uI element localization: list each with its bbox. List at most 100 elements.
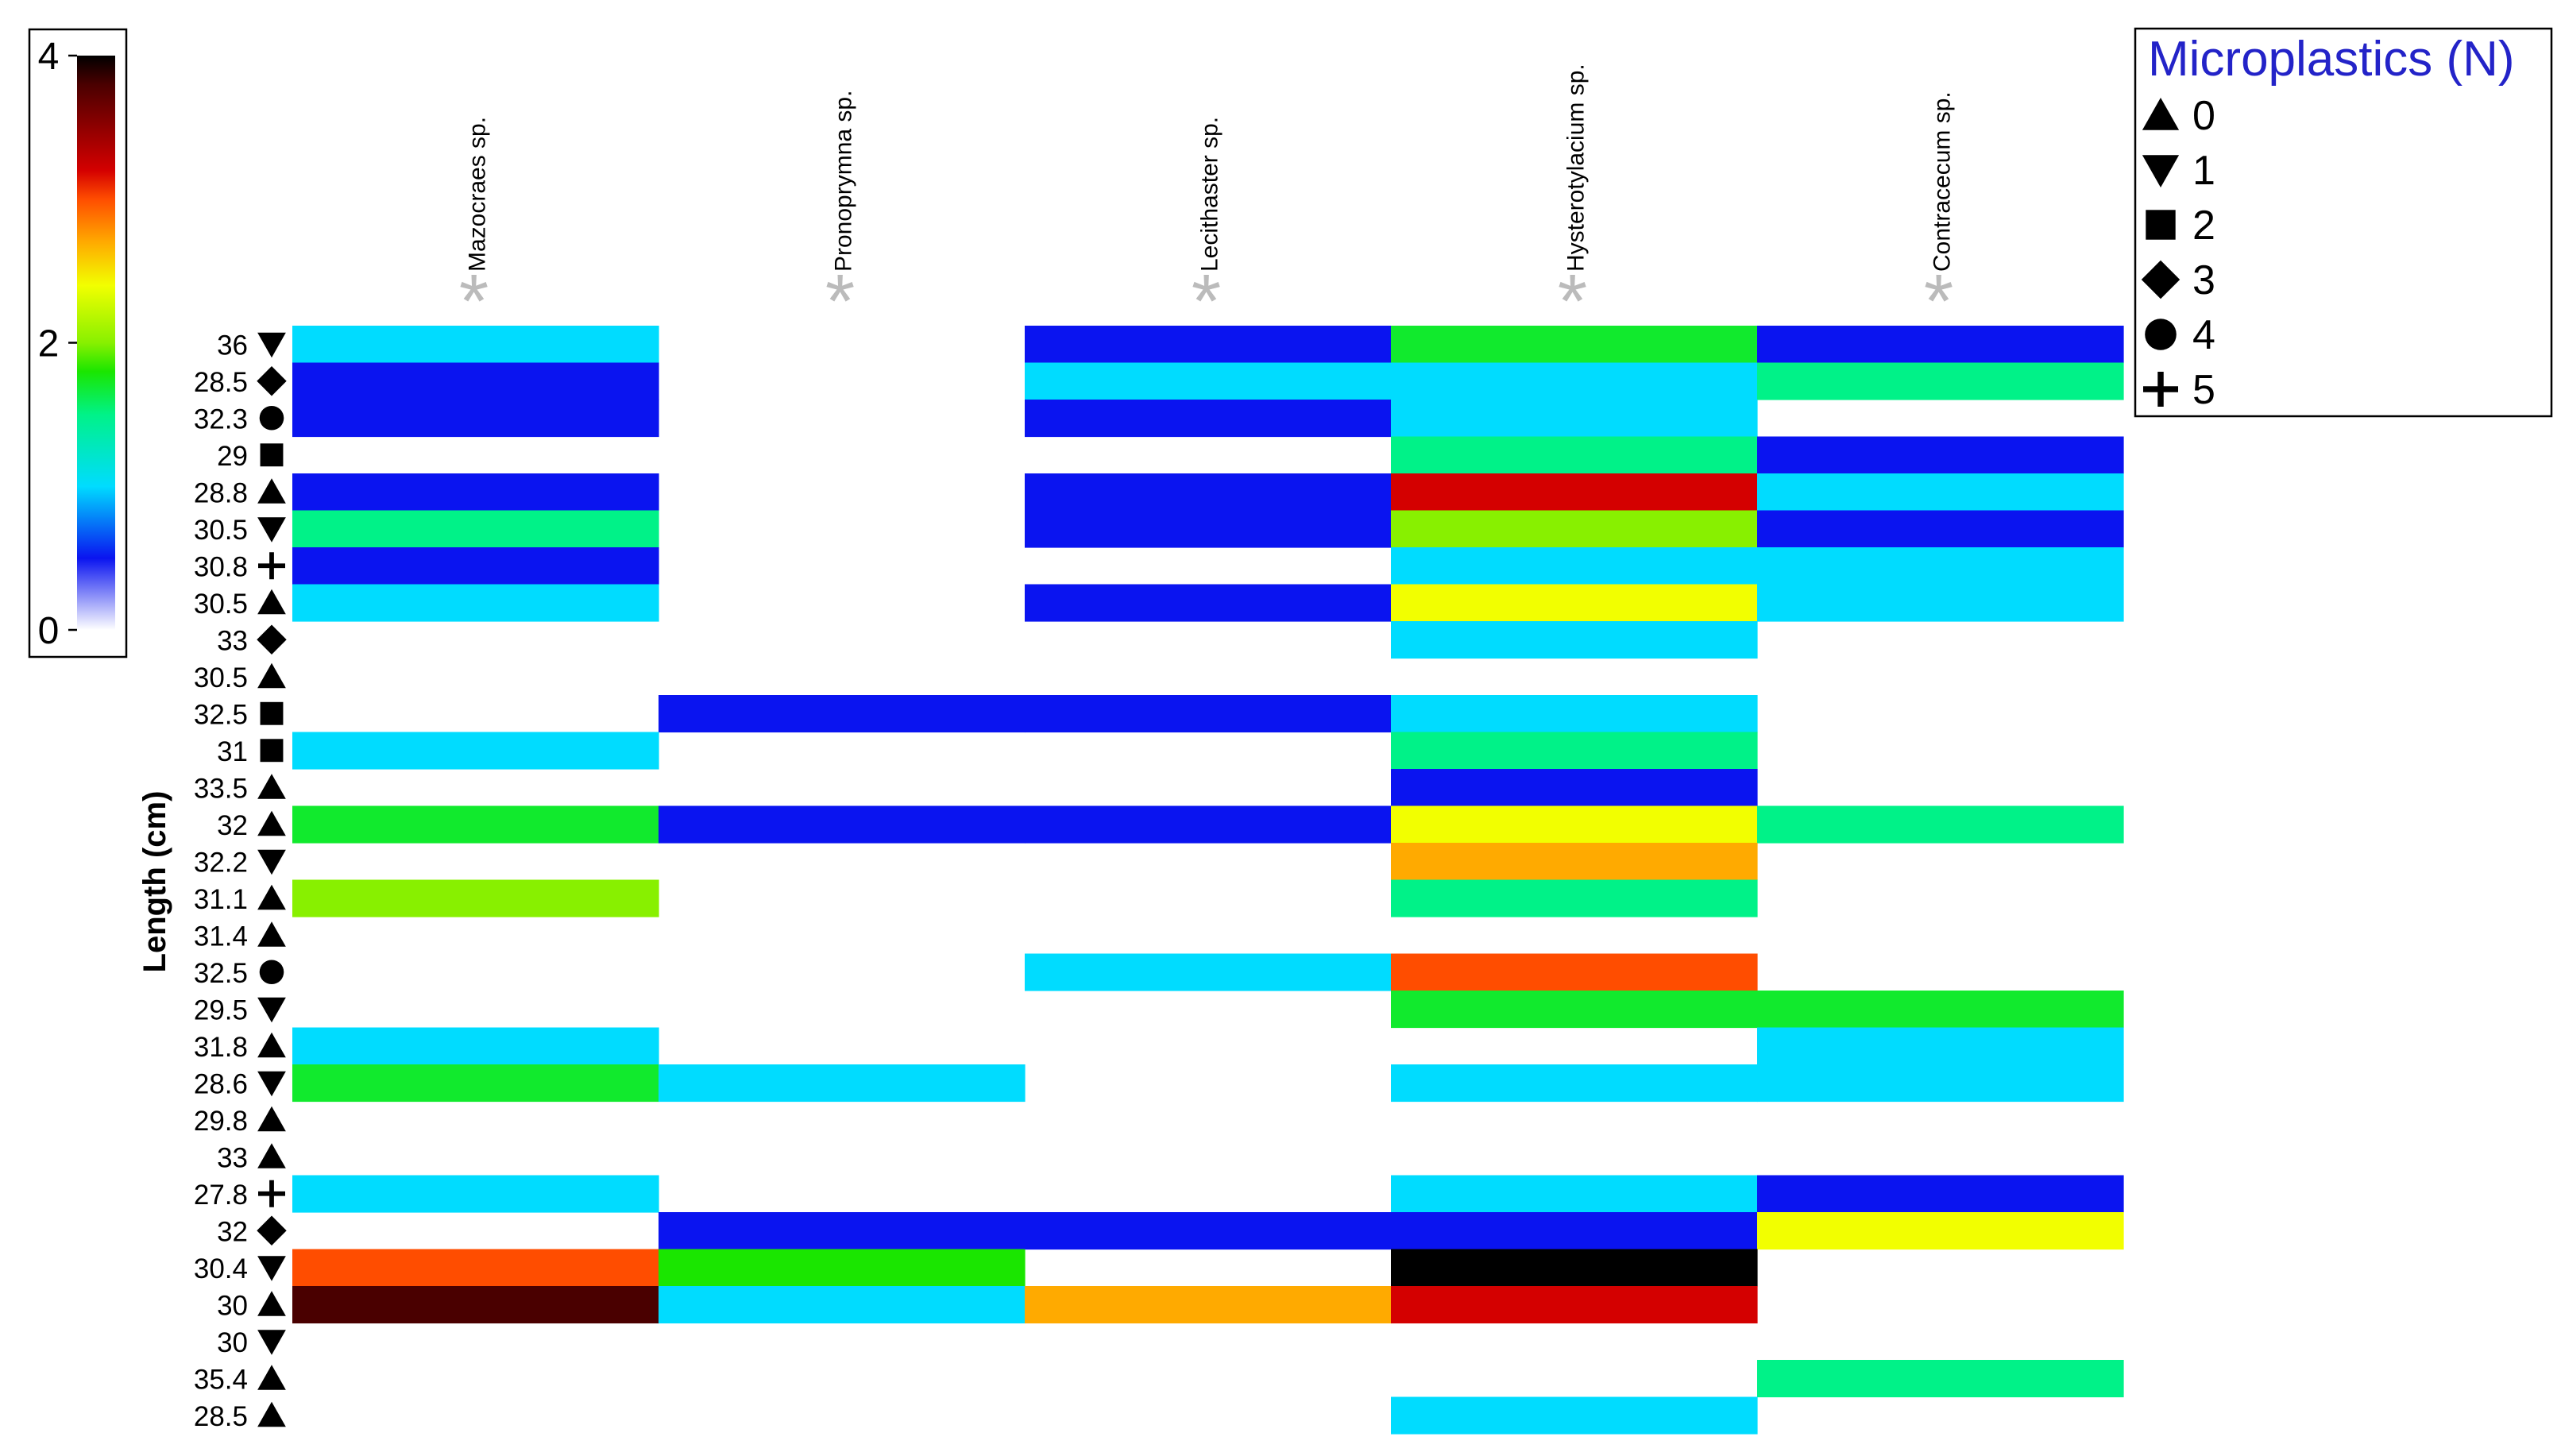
row-microplastics-marker — [257, 1256, 286, 1281]
heatmap-cell — [1757, 805, 2124, 844]
heatmap-cell — [1391, 991, 1758, 1029]
legend: Microplastics (N) 0 1 2 3 4 5 — [2134, 27, 2553, 418]
row-length-label: 28.6 — [194, 1068, 248, 1099]
color-scale-bar: 0 2 4 — [28, 28, 128, 658]
heatmap-cell — [292, 547, 659, 585]
legend-marker-plus — [2143, 372, 2178, 407]
heatmap-cell — [1391, 1212, 1758, 1250]
row-microplastics-marker — [257, 810, 286, 836]
heatmap-cell — [1025, 584, 1392, 622]
row-length-label: 31.8 — [194, 1032, 248, 1063]
heatmap-cell — [1391, 1396, 1758, 1435]
heatmap-cell — [659, 805, 1026, 844]
heatmap-cell — [1757, 1027, 2124, 1065]
row-length-label: 32.3 — [194, 404, 248, 434]
heatmap-cell — [659, 1212, 1026, 1250]
heatmap-cell — [1757, 584, 2124, 622]
row-microplastics-marker — [257, 1032, 286, 1058]
heatmap-cell — [1757, 362, 2124, 400]
row-microplastics-marker — [259, 960, 284, 985]
row-length-label: 28.5 — [194, 1401, 248, 1432]
row-labels: 36 28.5 32.3 29 28.8 30.5 30.8 30.5 33 30.5 32.5 31… — [194, 330, 287, 1432]
heatmap-cell — [1757, 473, 2124, 512]
heatmap-cell — [659, 1286, 1026, 1324]
row-microplastics-marker — [257, 662, 286, 689]
heatmap-cell — [1025, 400, 1392, 438]
row-length-label: 30.5 — [194, 589, 248, 620]
heatmap-cell — [292, 510, 659, 548]
heatmap-cell — [1391, 547, 1758, 585]
heatmap-cell — [659, 1249, 1026, 1287]
legend-marker-square — [2146, 210, 2176, 240]
row-length-label: 33.5 — [194, 773, 248, 804]
legend-entry-label: 5 — [2192, 367, 2215, 413]
color-scale-tick-label: 0 — [38, 610, 60, 652]
row-length-label: 30.5 — [194, 662, 248, 693]
heatmap-cell — [1391, 326, 1758, 364]
row-microplastics-marker — [257, 624, 287, 655]
row-length-label: 29.5 — [194, 994, 248, 1025]
heatmap-cell — [1391, 1175, 1758, 1213]
row-microplastics-marker — [257, 1330, 286, 1355]
heatmap-cell — [1757, 1212, 2124, 1250]
heatmap-cell — [292, 400, 659, 438]
legend-entry-label: 1 — [2192, 148, 2215, 194]
heatmap-cell — [1391, 769, 1758, 807]
heatmap-cell — [292, 1249, 659, 1287]
legend-entry-label: 4 — [2192, 312, 2215, 358]
heatmap-cell — [292, 879, 659, 917]
color-scale-frame — [28, 28, 128, 658]
heatmap-cell — [1025, 953, 1392, 991]
legend-frame — [2134, 27, 2553, 418]
y-axis-label: Length (cm) — [137, 791, 172, 973]
row-length-label: 29.8 — [194, 1106, 248, 1137]
row-microplastics-marker — [257, 517, 286, 543]
row-microplastics-marker — [257, 1106, 286, 1132]
heatmap-cell — [1391, 584, 1758, 622]
heatmap-cell — [292, 1175, 659, 1213]
row-length-label: 30 — [217, 1290, 248, 1321]
row-microplastics-marker — [257, 774, 286, 799]
color-scale-gradient — [77, 56, 115, 630]
color-scale-tick-label: 4 — [38, 36, 60, 78]
heatmap-cell — [1391, 621, 1758, 659]
heatmap-cell — [1025, 805, 1392, 844]
row-microplastics-marker — [257, 997, 286, 1023]
row-length-label: 30.8 — [194, 551, 248, 582]
row-microplastics-marker — [257, 1143, 286, 1168]
heatmap-cells — [292, 326, 2124, 1435]
legend-entry-label: 0 — [2192, 93, 2215, 139]
row-length-label: 29 — [217, 441, 248, 472]
heatmap-cell — [292, 362, 659, 400]
heatmap-cell — [1391, 805, 1758, 844]
row-length-label: 27.8 — [194, 1180, 248, 1211]
heatmap-cell — [292, 326, 659, 364]
heatmap-cell — [1757, 1175, 2124, 1213]
legend-marker-circle — [2145, 319, 2177, 350]
row-length-label: 28.8 — [194, 477, 248, 508]
heatmap-cell — [1391, 362, 1758, 400]
column-headers: Mazocraes sp.*Pronoprymna sp.*Lecithaste… — [459, 64, 1956, 344]
legend-entry-label: 2 — [2192, 203, 2215, 249]
heatmap-cell — [292, 805, 659, 844]
heatmap-cell — [292, 1027, 659, 1065]
heatmap-cell — [659, 695, 1026, 733]
row-microplastics-marker — [260, 443, 284, 467]
column-header-label: Pronoprymna sp. — [831, 91, 857, 272]
heatmap-cell — [1025, 1212, 1392, 1250]
row-microplastics-marker — [257, 366, 287, 396]
row-length-label: 31.4 — [194, 921, 248, 952]
heatmap-cell — [292, 1286, 659, 1324]
row-length-label: 31.1 — [194, 884, 248, 915]
color-scale-tick-label: 2 — [38, 323, 60, 365]
row-microplastics-marker — [260, 739, 284, 763]
row-microplastics-marker — [259, 405, 284, 431]
row-length-label: 30 — [217, 1327, 248, 1358]
heatmap-cell — [1391, 732, 1758, 770]
row-microplastics-marker — [257, 1215, 287, 1246]
row-microplastics-marker — [258, 1180, 285, 1207]
legend-marker-diamond — [2141, 260, 2181, 299]
row-microplastics-marker — [257, 589, 286, 615]
row-microplastics-marker — [257, 1401, 286, 1427]
